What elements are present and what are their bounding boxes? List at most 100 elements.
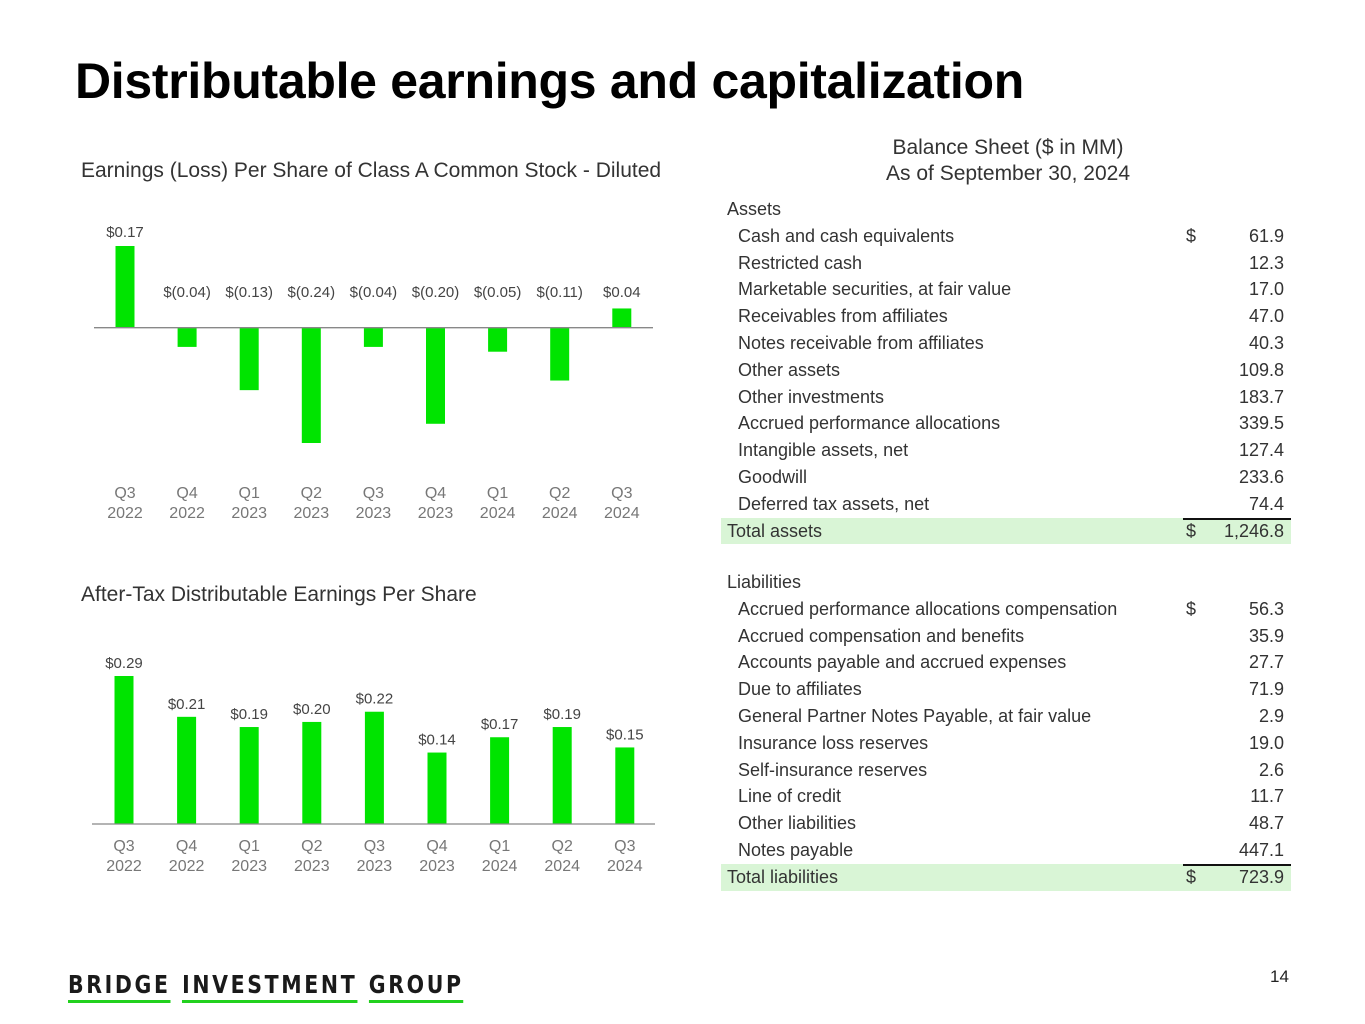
data-label-6: $(0.05) xyxy=(474,284,522,301)
row-amount: 11.7 xyxy=(1250,786,1284,807)
table-row: Receivables from affiliates 47.0 xyxy=(721,303,1291,330)
row-amount: 48.7 xyxy=(1248,813,1284,834)
tick-label-4: Q3 2023 xyxy=(356,485,392,522)
data-label-6: $0.17 xyxy=(481,716,519,733)
bar-2 xyxy=(239,327,259,391)
row-label: Intangible assets, net xyxy=(738,440,909,461)
data-label-3: $(0.24) xyxy=(288,284,336,301)
row-amount: 2.6 xyxy=(1258,759,1284,780)
row-amount: 339.5 xyxy=(1238,413,1284,434)
table-row: Self-insurance reserves 2.6 xyxy=(721,757,1291,784)
data-label-3: $0.20 xyxy=(293,701,331,718)
tick-label-1: Q4 2022 xyxy=(169,485,205,522)
table-row: Deferred tax assets, net 74.4 xyxy=(721,491,1291,518)
table-row: Accounts payable and accrued expenses 27.… xyxy=(721,649,1291,676)
row-label: Self-insurance reserves xyxy=(738,759,928,780)
table-row: Line of credit 11.7 xyxy=(721,783,1291,810)
table-row: Other investments 183.7 xyxy=(721,384,1291,411)
data-label-4: $0.22 xyxy=(356,691,394,708)
data-label-0: $0.17 xyxy=(106,224,144,241)
row-label: Accrued compensation and benefits xyxy=(738,625,1025,646)
tick-label-1: Q4 2022 xyxy=(169,838,205,875)
table-row: Cash and cash equivalents $61.9 xyxy=(721,223,1291,250)
row-amount: 56.3 xyxy=(1248,598,1284,619)
row-label: Accounts payable and accrued expenses xyxy=(738,652,1067,673)
row-label: Receivables from affiliates xyxy=(738,306,948,327)
table-row: Due to affiliates 71.9 xyxy=(721,676,1291,703)
tick-label-3: Q2 2023 xyxy=(294,485,330,522)
row-amount: 1,246.8 xyxy=(1223,520,1284,541)
page-number: 14 xyxy=(1270,967,1289,986)
row-amount: 35.9 xyxy=(1248,625,1284,646)
row-amount: 447.1 xyxy=(1238,839,1284,860)
data-label-2: $(0.13) xyxy=(225,284,273,301)
bar-6 xyxy=(490,737,510,824)
distributable-eps-chart: $0.29 Q3 2022 $0.21 Q4 2022 $0.19 Q1 2023 $0.20 Q2… xyxy=(92,655,655,875)
eps-chart-title: Earnings (Loss) Per Share of Class A Com… xyxy=(81,159,662,182)
assets-label: Assets xyxy=(727,199,782,219)
row-label: Marketable securities, at fair value xyxy=(738,279,1012,300)
liabilities-label: Liabilities xyxy=(727,572,802,592)
balance-sheet-heading: Balance Sheet ($ in MM) As of September … xyxy=(728,135,1288,187)
row-amount: 17.0 xyxy=(1248,279,1284,300)
table-row: Insurance loss reserves 19.0 xyxy=(721,730,1291,757)
row-label: Goodwill xyxy=(738,466,808,487)
tick-label-5: Q4 2023 xyxy=(419,838,455,875)
row-label: Other investments xyxy=(738,386,885,407)
bar-4 xyxy=(363,327,383,347)
row-amount: 71.9 xyxy=(1248,679,1284,700)
assets-total-row: Total assets $1,246.8 xyxy=(721,517,1291,545)
row-amount: 40.3 xyxy=(1248,332,1284,353)
currency-symbol: $ xyxy=(1186,866,1197,887)
bar-6 xyxy=(488,327,508,352)
tick-label-8: Q3 2024 xyxy=(604,485,640,522)
table-row: Accrued compensation and benefits 35.9 xyxy=(721,623,1291,650)
row-label: Accrued performance allocations xyxy=(738,413,1001,434)
eps-diluted-chart: $0.17 Q3 2022 $(0.04) Q4 2022 $(0.13) Q1 2023 $(0… xyxy=(94,224,653,522)
bar-7 xyxy=(552,727,572,824)
row-amount: 127.4 xyxy=(1238,440,1284,461)
assets-section: Assets Cash and cash equivalents $61.9 Res… xyxy=(721,196,1291,545)
row-amount: 233.6 xyxy=(1238,466,1284,487)
bar-8 xyxy=(615,747,635,824)
distributable-eps-chart-title: After-Tax Distributable Earnings Per Sha… xyxy=(81,583,477,606)
data-label-1: $(0.04) xyxy=(163,284,211,301)
data-label-7: $0.19 xyxy=(543,706,581,723)
currency-symbol: $ xyxy=(1186,225,1197,246)
bar-3 xyxy=(302,721,322,824)
row-amount: 27.7 xyxy=(1248,652,1284,673)
row-label: Insurance loss reserves xyxy=(738,732,929,753)
currency-symbol: $ xyxy=(1186,598,1197,619)
table-row: General Partner Notes Payable, at fair v… xyxy=(721,703,1291,730)
data-label-1: $0.21 xyxy=(168,696,206,713)
bridge-investment-group-logo: BRIDGE INVESTMENT GROUP xyxy=(68,970,464,1003)
row-label: Restricted cash xyxy=(738,252,863,273)
bar-0 xyxy=(115,246,135,328)
tick-label-2: Q1 2023 xyxy=(231,485,267,522)
row-amount: 723.9 xyxy=(1238,866,1284,887)
logo-word-group: GROUP xyxy=(368,970,464,1003)
tick-label-7: Q2 2024 xyxy=(542,485,578,522)
bar-0 xyxy=(114,676,134,824)
row-label: Line of credit xyxy=(738,786,842,807)
row-label: Other assets xyxy=(738,359,841,380)
row-amount: 74.4 xyxy=(1248,493,1284,514)
table-row: Intangible assets, net 127.4 xyxy=(721,437,1291,464)
bar-2 xyxy=(239,727,259,824)
row-amount: 109.8 xyxy=(1238,359,1284,380)
bar-5 xyxy=(426,327,445,424)
table-row: Notes payable 447.1 xyxy=(721,837,1291,864)
balance-sheet-title: Balance Sheet ($ in MM) xyxy=(892,136,1124,159)
table-row: Other assets 109.8 xyxy=(721,357,1291,384)
bar-3 xyxy=(301,327,321,443)
row-label: Notes receivable from affiliates xyxy=(738,332,984,353)
data-label-0: $0.29 xyxy=(105,655,143,672)
currency-symbol: $ xyxy=(1186,520,1197,541)
data-label-2: $0.19 xyxy=(230,706,268,723)
row-amount: 183.7 xyxy=(1238,386,1284,407)
logo-word-bridge: BRIDGE xyxy=(68,970,171,1003)
tick-label-8: Q3 2024 xyxy=(607,838,643,875)
tick-label-5: Q4 2023 xyxy=(418,485,454,522)
row-label: General Partner Notes Payable, at fair v… xyxy=(738,705,1092,726)
tick-label-4: Q3 2023 xyxy=(357,838,393,875)
